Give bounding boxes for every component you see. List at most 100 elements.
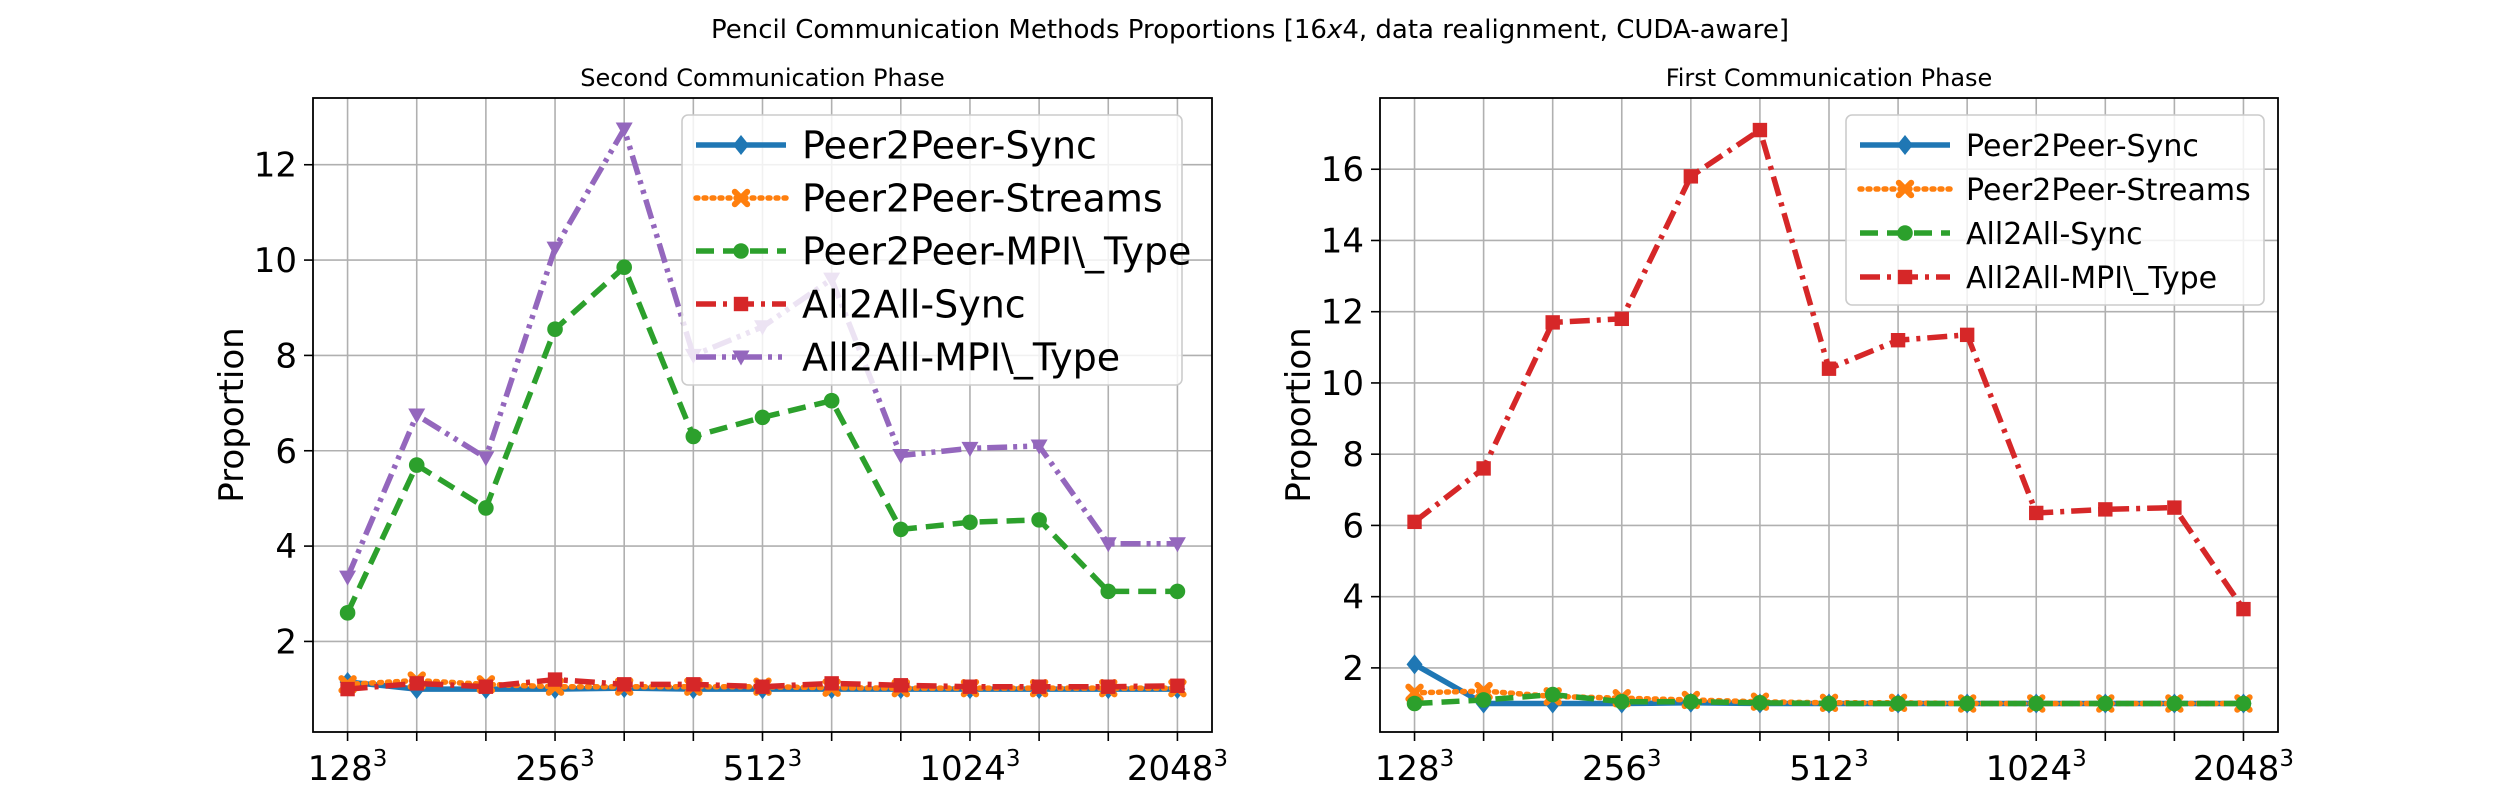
data-point xyxy=(2235,695,2252,712)
legend-label: All2All-Sync xyxy=(802,283,1026,327)
legend-item: Peer2Peer-Sync xyxy=(1860,129,2199,164)
chart-title: Second Communication Phase xyxy=(580,64,944,92)
y-tick-label: 6 xyxy=(1342,506,1364,546)
data-point xyxy=(1821,361,1837,376)
data-point xyxy=(893,521,909,538)
suptitle-part-1: Pencil Communication Methods Proportions… xyxy=(711,15,1327,45)
x-tick-base: 128 xyxy=(308,749,373,789)
y-tick-label: 2 xyxy=(1342,649,1364,689)
data-point xyxy=(1752,694,1768,711)
series-all2all-sync xyxy=(340,672,1185,697)
data-point xyxy=(1959,327,1975,343)
data-point xyxy=(1031,512,1047,528)
y-tick-label: 8 xyxy=(1342,435,1364,475)
series-all2all-mpi-type xyxy=(1407,122,2251,617)
legend-label: Peer2Peer-Streams xyxy=(802,177,1163,221)
y-axis-label: Proportion xyxy=(212,327,252,502)
data-point xyxy=(408,457,425,473)
data-point xyxy=(2029,505,2044,521)
x-tick-label: 2563 xyxy=(1582,746,1662,789)
data-point xyxy=(2097,695,2114,712)
x-tick-exponent: 3 xyxy=(1213,746,1228,772)
x-tick-exponent: 3 xyxy=(580,746,595,772)
data-point xyxy=(2166,695,2183,712)
data-point xyxy=(686,677,701,692)
legend-marker xyxy=(732,350,750,366)
suptitle-part-2: 4, data realignment, CUDA-aware] xyxy=(1342,15,1789,45)
legend-item: Peer2Peer-Streams xyxy=(1857,173,2251,208)
axes-frame xyxy=(1379,97,2279,733)
x-tick-label: 20483 xyxy=(1127,746,1228,789)
data-point xyxy=(1890,333,1906,348)
legend-marker xyxy=(733,135,749,155)
data-point xyxy=(616,677,632,692)
y-tick-label: 6 xyxy=(275,432,297,472)
legend-marker xyxy=(1897,135,1913,155)
data-point xyxy=(1099,537,1117,553)
x-tick-exponent: 3 xyxy=(373,746,388,772)
series-all2all-sync xyxy=(1406,686,2252,712)
x-tick-exponent: 3 xyxy=(1006,746,1021,772)
data-point xyxy=(546,241,564,257)
data-point xyxy=(1475,692,1492,708)
data-point xyxy=(1030,439,1048,455)
x-tick-base: 256 xyxy=(1582,749,1647,789)
data-point xyxy=(1476,461,1491,476)
data-point xyxy=(478,679,494,694)
x-tick-label: 2563 xyxy=(515,746,595,789)
data-point xyxy=(1614,311,1629,327)
x-tick-base: 2048 xyxy=(1127,749,1214,789)
data-point xyxy=(893,678,909,693)
legend-item: All2All-Sync xyxy=(696,283,1026,327)
legend-label: Peer2Peer-Sync xyxy=(1966,129,2199,164)
y-tick-label: 14 xyxy=(1321,221,1364,261)
suptitle-italic-x: x xyxy=(1326,15,1343,45)
axes-frame xyxy=(312,97,1213,733)
data-point xyxy=(409,676,424,691)
plot-area xyxy=(1405,122,2253,714)
data-point xyxy=(1168,537,1186,553)
y-tick-label: 12 xyxy=(1321,293,1364,333)
x-tick-exponent: 3 xyxy=(1854,746,1869,772)
legend-label: All2All-MPI\_Type xyxy=(802,336,1120,380)
legend: Peer2Peer-Sync Peer2Peer-Streams Peer2Peer… xyxy=(681,114,1191,386)
y-tick-label: 12 xyxy=(254,146,297,186)
legend-marker xyxy=(733,243,749,259)
legend-marker xyxy=(1897,225,1913,241)
y-tick-label: 16 xyxy=(1321,150,1364,190)
data-point xyxy=(1752,122,1768,138)
legend-item: All2All-Sync xyxy=(1860,217,2143,252)
y-tick-label: 4 xyxy=(275,527,297,567)
y-axis-label: Proportion xyxy=(1279,327,1319,502)
x-tick-base: 1024 xyxy=(1986,749,2073,789)
data-point xyxy=(1613,693,1630,710)
x-tick-base: 512 xyxy=(1789,749,1854,789)
legend-box xyxy=(1845,114,2265,306)
x-tick-label: 1283 xyxy=(308,746,388,789)
data-point xyxy=(1544,686,1561,703)
data-point xyxy=(1959,695,1975,712)
data-point xyxy=(2167,500,2182,515)
y-tick-label: 2 xyxy=(275,622,297,662)
x-tick-exponent: 3 xyxy=(2279,746,2294,772)
data-point xyxy=(961,441,979,457)
data-point xyxy=(478,500,494,516)
x-tick-exponent: 3 xyxy=(2072,746,2087,772)
x-tick-base: 512 xyxy=(723,749,788,789)
x-tick-label: 20483 xyxy=(2193,746,2294,789)
data-point xyxy=(892,449,910,465)
data-point xyxy=(547,321,563,337)
data-point xyxy=(1683,693,1699,710)
data-point xyxy=(339,605,356,621)
x-tick-exponent: 3 xyxy=(1647,746,1662,772)
data-point xyxy=(1170,678,1185,693)
data-point xyxy=(2098,502,2113,517)
legend-item: Peer2Peer-Sync xyxy=(696,124,1097,168)
x-tick-label: 5123 xyxy=(1789,746,1869,789)
x-tick-exponent: 3 xyxy=(788,746,803,772)
y-tick-label: 10 xyxy=(254,241,297,281)
x-tick-base: 2048 xyxy=(2193,749,2280,789)
data-point xyxy=(962,514,978,531)
